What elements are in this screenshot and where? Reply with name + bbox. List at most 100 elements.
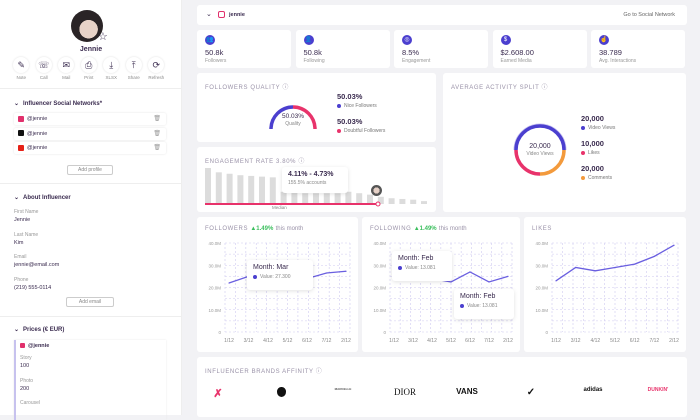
trash-icon[interactable]: 🗑: [153, 145, 161, 151]
network-icon: [18, 115, 24, 122]
activity-value: 20,000: [581, 114, 604, 123]
price-value: 100: [20, 363, 30, 369]
histogram-bar: [291, 192, 298, 204]
network-handle: @jennie: [27, 145, 48, 151]
prices-header[interactable]: ⌄ Prices (€ EUR): [14, 327, 65, 333]
y-tick-label: 10.0M: [208, 308, 221, 313]
price-handle-text: @jennie: [28, 343, 50, 349]
x-tick-label: 7/12: [649, 338, 659, 344]
data-point: [228, 282, 230, 284]
section-title: Prices (€ EUR): [23, 327, 65, 333]
activity-value: 10,000: [581, 139, 604, 148]
action-label: Mail: [62, 75, 71, 80]
stat-value: $2.608.00: [500, 48, 534, 57]
social-network-item[interactable]: @jennie 🗑: [14, 142, 166, 154]
x-tick-label: 5/12: [610, 338, 620, 344]
action-call-button[interactable]: ☏ Call: [35, 57, 54, 80]
favorite-star-icon[interactable]: ☆: [98, 31, 108, 43]
card-title: LIKES: [532, 226, 553, 232]
histogram-bar: [421, 201, 427, 204]
price-label: Story: [20, 355, 32, 361]
data-point: [614, 266, 616, 269]
engagement-histogram: [205, 168, 427, 207]
price-label: Photo: [20, 377, 34, 384]
histogram-bar: [399, 198, 406, 204]
histogram-bar: [237, 175, 244, 204]
social-network-item[interactable]: @jennie 🗑: [14, 128, 166, 140]
stat-icon: ☝: [599, 35, 609, 45]
doubtful-followers-value: 50.03%: [337, 117, 363, 126]
trash-icon[interactable]: 🗑: [153, 116, 161, 122]
action-share-button[interactable]: ⤒ Share: [125, 57, 144, 80]
x-tick-label: 2/12: [669, 338, 679, 344]
followers-quality-card: FOLLOWERS QUALITY ⓘ 50.03% Quality 50.03…: [197, 73, 436, 142]
card-title: ENGAGEMENT RATE 3.80% ⓘ: [205, 159, 305, 165]
y-tick-label: 0: [383, 330, 386, 335]
trash-icon[interactable]: 🗑: [153, 130, 161, 137]
network-icon: [18, 130, 24, 137]
x-tick-label: 6/12: [302, 338, 312, 344]
brand-logo: MARCELLE: [334, 387, 352, 391]
brand-logo: ✓: [526, 387, 536, 398]
donut-video-views: [514, 124, 566, 151]
action-bar: ✎ Note ☏ Call ✉ Mail ⎙ Print ⤓ XLSX ⤒ Share ⟳ Refresh: [12, 57, 166, 80]
action-refresh-button[interactable]: ⟳ Refresh: [147, 57, 166, 80]
y-tick-label: 10.0M: [373, 308, 386, 313]
x-tick-label: 4/12: [427, 338, 437, 344]
action-label: Note: [16, 75, 26, 80]
quality-gauge: [269, 105, 317, 130]
histogram-bar: [323, 193, 330, 204]
go-to-social-network-link[interactable]: Go to Social Network: [623, 12, 675, 18]
histogram-bar: [388, 198, 395, 204]
action-label: Call: [39, 75, 48, 80]
x-tick-label: 1/12: [551, 338, 561, 344]
price-label: Carousel: [20, 400, 41, 406]
activity-label: Comments: [581, 175, 612, 181]
stat-card-following: 👤 50.8k Following: [295, 30, 390, 68]
field-value: Jennie: [14, 217, 31, 223]
activity-split-card: AVERAGE ACTIVITY SPLIT ⓘ 20,000 Video Vi…: [443, 73, 686, 212]
x-tick-label: 7/12: [322, 338, 332, 344]
histogram-bar: [205, 168, 211, 204]
histogram-bar: [367, 194, 373, 204]
network-header: ⌄ jennie Go to Social Network: [197, 5, 687, 25]
stat-value: 50.8k: [205, 48, 224, 57]
histogram-bar: [313, 193, 319, 204]
action-label: XLSX: [105, 75, 117, 80]
about-header[interactable]: ⌄ About Influencer: [14, 195, 71, 201]
tooltip-range: 4.11% - 4.73%: [288, 171, 334, 178]
profile-name: Jennie: [79, 46, 103, 53]
action-note-button[interactable]: ✎ Note: [12, 57, 31, 80]
apple-logo-icon: [276, 387, 286, 397]
action-xlsx-button[interactable]: ⤓ XLSX: [102, 57, 121, 80]
quality-value: 50.03%: [281, 113, 305, 120]
social-network-item[interactable]: @jennie 🗑: [14, 113, 166, 125]
followers-tooltip: Month: Mar Value: 27.300: [247, 260, 313, 290]
collapse-chevron-icon[interactable]: ⌄: [206, 11, 212, 18]
action-mail-button[interactable]: ✉ Mail: [57, 57, 76, 80]
x-tick-label: 4/12: [590, 338, 600, 344]
following-tooltip-2: Month: Feb Value: 13.081: [454, 289, 514, 319]
legend-dot: [581, 175, 585, 180]
activity-donut: [513, 123, 567, 176]
x-tick-label: 2/12: [503, 338, 513, 344]
histogram-bar: [248, 175, 255, 204]
action-print-button[interactable]: ⎙ Print: [80, 57, 99, 80]
price-handle: @jennie: [20, 343, 49, 349]
activity-label: Video Views: [581, 125, 615, 131]
network-icon: [18, 144, 24, 151]
legend-text: Comments: [588, 175, 613, 181]
median-marker: [375, 201, 381, 207]
engagement-tooltip: 4.11% - 4.73% 155.5% accounts: [282, 167, 348, 193]
x-tick-label: 5/12: [283, 338, 293, 344]
add-email-button[interactable]: Add email: [66, 297, 114, 307]
add-profile-button[interactable]: Add profile: [67, 165, 113, 175]
social-networks-header[interactable]: ⌄ Influencer Social Networks*: [14, 101, 103, 107]
x-tick-label: 1/12: [224, 338, 234, 344]
x-tick-label: 7/12: [484, 338, 494, 344]
divider: [0, 88, 182, 89]
quality-label: Quality: [285, 121, 301, 127]
stat-value: 38.789: [599, 48, 622, 57]
y-tick-label: 40.0M: [208, 241, 221, 246]
tooltip-accounts: 155.5% accounts: [288, 180, 327, 186]
